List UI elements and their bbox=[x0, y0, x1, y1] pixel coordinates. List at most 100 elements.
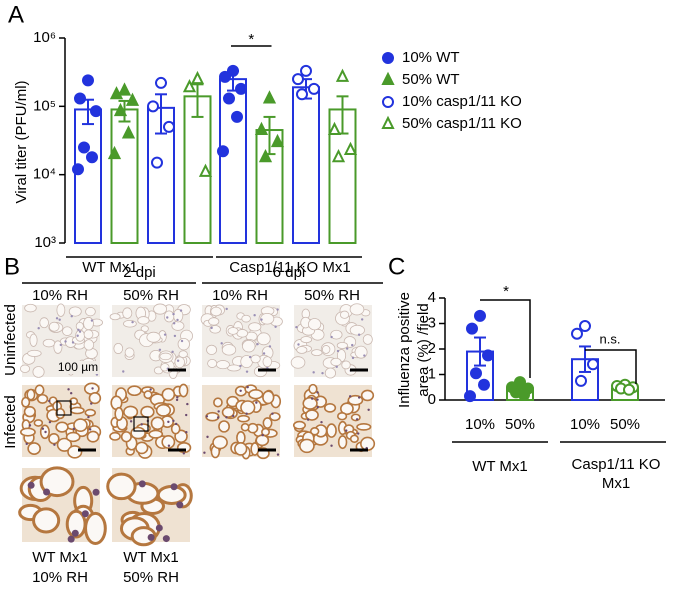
alveolus bbox=[26, 388, 36, 401]
alveolus bbox=[113, 342, 124, 354]
alveolus bbox=[170, 423, 181, 435]
alveolus bbox=[86, 430, 100, 443]
point bbox=[78, 141, 90, 154]
alveolus bbox=[67, 445, 83, 459]
nucleus bbox=[122, 370, 125, 373]
nucleus bbox=[295, 325, 298, 329]
alveolus bbox=[21, 396, 31, 408]
alveolus bbox=[48, 432, 60, 445]
panel-label: C bbox=[388, 253, 405, 280]
point bbox=[90, 105, 102, 118]
alveolus bbox=[330, 329, 343, 340]
significance-label: n.s. bbox=[600, 331, 621, 346]
point bbox=[163, 120, 175, 133]
nucleus bbox=[176, 318, 179, 322]
alveolus bbox=[114, 406, 124, 421]
x-tick-label: 50% bbox=[610, 416, 640, 433]
column-header: Casp1/11 KO Mx1 bbox=[229, 259, 350, 276]
point bbox=[466, 322, 478, 335]
nucleus bbox=[306, 418, 310, 421]
nucleus bbox=[67, 535, 75, 543]
alveolus bbox=[339, 310, 350, 319]
alveolus bbox=[65, 431, 81, 443]
nucleus bbox=[180, 339, 184, 343]
alveolus bbox=[85, 306, 96, 317]
alveolus bbox=[19, 364, 31, 373]
nucleus bbox=[176, 359, 180, 362]
nucleus bbox=[149, 388, 152, 391]
alveolus bbox=[122, 307, 133, 319]
alveolus bbox=[32, 366, 45, 378]
nucleus bbox=[77, 328, 80, 331]
nucleus bbox=[321, 371, 324, 375]
point bbox=[223, 92, 235, 105]
alveolus bbox=[241, 314, 251, 323]
alveolus bbox=[56, 437, 73, 452]
nucleus bbox=[357, 396, 361, 399]
alveolus bbox=[341, 360, 351, 370]
alveolus bbox=[53, 340, 63, 354]
alveolus bbox=[262, 356, 273, 368]
alveolus bbox=[127, 385, 142, 397]
nucleus bbox=[335, 365, 338, 368]
alveolus bbox=[262, 417, 273, 429]
nucleus bbox=[90, 319, 94, 322]
nucleus bbox=[360, 318, 364, 321]
point bbox=[235, 82, 247, 95]
alveolus bbox=[208, 317, 220, 326]
nucleus bbox=[316, 405, 320, 409]
nucleus bbox=[245, 412, 248, 415]
alveolus bbox=[109, 313, 121, 321]
alveolus bbox=[27, 442, 41, 455]
alveolus bbox=[323, 403, 337, 413]
nucleus bbox=[312, 371, 315, 374]
alveolus bbox=[68, 306, 82, 317]
alveolus bbox=[326, 423, 337, 438]
point bbox=[571, 327, 583, 340]
nucleus bbox=[91, 387, 94, 390]
nucleus bbox=[48, 399, 51, 403]
nucleus bbox=[185, 413, 188, 417]
alveolus bbox=[55, 407, 66, 420]
point bbox=[107, 145, 122, 160]
nucleus bbox=[37, 326, 40, 330]
alveolus bbox=[240, 400, 256, 415]
nucleus bbox=[276, 453, 280, 456]
alveolus bbox=[148, 429, 164, 439]
alveolus bbox=[262, 390, 275, 405]
alveolus bbox=[305, 409, 319, 421]
alveolus bbox=[234, 442, 248, 456]
point bbox=[381, 115, 395, 129]
nucleus bbox=[262, 352, 266, 355]
alveolus bbox=[140, 325, 149, 333]
nucleus bbox=[320, 420, 323, 424]
nucleus bbox=[55, 317, 59, 320]
x-tick-label: 10% bbox=[570, 416, 600, 433]
alveolus bbox=[124, 347, 135, 358]
nucleus bbox=[239, 389, 242, 393]
alveolus bbox=[140, 405, 155, 419]
nucleus bbox=[351, 343, 354, 347]
nucleus bbox=[206, 435, 209, 439]
nucleus bbox=[166, 316, 169, 319]
panel-label: A bbox=[8, 1, 24, 28]
significance-bracket bbox=[585, 349, 637, 384]
nucleus bbox=[239, 364, 242, 368]
alveolus bbox=[75, 321, 84, 331]
nucleus bbox=[27, 481, 35, 489]
alveolus bbox=[290, 356, 306, 369]
alveolus bbox=[260, 312, 275, 325]
nucleus bbox=[245, 370, 249, 373]
alveolus bbox=[34, 384, 45, 396]
nucleus bbox=[330, 444, 333, 447]
alveolus bbox=[207, 358, 218, 368]
nucleus bbox=[173, 334, 177, 338]
x-tick-label: 50% bbox=[505, 416, 535, 433]
alveolus bbox=[39, 466, 75, 498]
nucleus bbox=[185, 430, 188, 434]
nucleus bbox=[217, 410, 220, 413]
point bbox=[470, 367, 482, 380]
point bbox=[217, 145, 229, 158]
alveolus bbox=[42, 338, 56, 348]
alveolus bbox=[356, 422, 372, 431]
